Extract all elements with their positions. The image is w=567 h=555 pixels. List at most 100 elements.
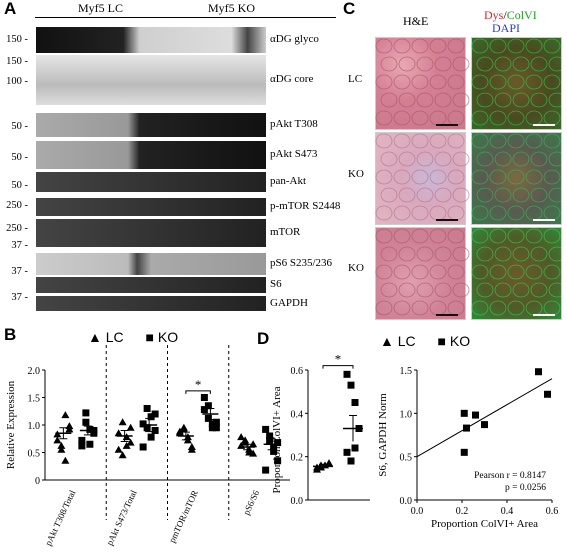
slash: /	[503, 8, 507, 22]
blot-row-label: S6	[270, 278, 282, 290]
fiber-outline	[380, 246, 398, 262]
fiber-outline	[525, 133, 543, 149]
blot-strip	[36, 113, 266, 137]
fiber-outline	[393, 169, 411, 185]
fiber-outline	[447, 133, 465, 149]
ko-point	[270, 447, 278, 455]
fiber-outline	[507, 264, 525, 280]
fiber-outline	[452, 56, 470, 72]
ko-point	[143, 405, 151, 412]
fiber-outline	[375, 74, 393, 90]
ko-point	[351, 399, 359, 406]
fiber-outline	[375, 110, 393, 126]
mw-marker: 150 -	[6, 56, 28, 67]
ko-point	[274, 457, 282, 465]
fiber-outline	[429, 300, 447, 316]
fiber-outline	[507, 169, 525, 185]
lc-point	[61, 456, 70, 464]
lc-point	[57, 445, 66, 453]
lc-point	[237, 433, 246, 441]
ko-point	[460, 448, 468, 456]
fiber-outline	[380, 187, 398, 203]
fiber-outline	[548, 92, 561, 108]
fiber-outline	[471, 300, 489, 316]
ko-point	[208, 420, 216, 428]
lc-point	[241, 436, 250, 444]
fiber-outline	[447, 110, 465, 126]
fiber-outline	[393, 133, 411, 149]
fiber-outline	[471, 38, 489, 54]
dys-label: Dys	[484, 8, 504, 22]
y-tick-label: 0.0	[291, 496, 304, 507]
blot-row-label: pS6 S235/236	[270, 257, 333, 269]
fiber-outline	[416, 246, 434, 262]
ko-point	[143, 424, 151, 432]
ihc-image-ko-1	[471, 132, 562, 225]
fiber-outline	[447, 38, 465, 54]
fiber-outline	[530, 56, 548, 72]
blot-row-label: p-mTOR S2448	[270, 200, 341, 212]
x-tick-label: pS6/S6	[241, 488, 261, 516]
significance-bracket	[185, 390, 211, 394]
fiber-outline	[429, 169, 447, 185]
fiber-outline	[429, 74, 447, 90]
y-tick-label: 1.0	[28, 421, 41, 432]
fiber-outline	[507, 110, 525, 126]
fiber-outline	[416, 151, 434, 167]
fiber-outline	[398, 282, 416, 298]
blot-strip	[36, 219, 266, 247]
fiber-outline	[507, 74, 525, 90]
ko-point	[262, 466, 270, 474]
blot-strip	[36, 277, 266, 293]
fiber-outline	[393, 300, 411, 316]
lc-point	[126, 423, 135, 431]
fiber-outline	[452, 187, 470, 203]
significance-bracket	[322, 365, 354, 369]
fiber-outline	[375, 205, 393, 221]
fiber-outline	[434, 187, 452, 203]
ko-point	[481, 421, 488, 429]
blot-strip	[36, 198, 266, 216]
lc-point	[179, 425, 188, 433]
fiber-outline	[530, 187, 548, 203]
fiber-outline	[429, 133, 447, 149]
fiber-outline	[375, 264, 393, 280]
fiber-outline	[434, 282, 452, 298]
y-tick-label: 0.5	[28, 449, 41, 460]
fiber-outline	[525, 264, 543, 280]
lc-point	[175, 427, 184, 435]
ko-point	[86, 425, 94, 433]
stain-header: Dys/ColVI DAPI	[484, 9, 537, 35]
lc-point	[61, 411, 70, 419]
fiber-outline	[398, 92, 416, 108]
y-tick-label: 0	[35, 476, 40, 487]
fiber-outline	[411, 74, 429, 90]
fiber-outline	[548, 56, 561, 72]
significance-star: *	[195, 377, 202, 392]
scale-bar	[533, 219, 555, 221]
ko-point	[463, 424, 470, 432]
lc-point	[114, 445, 123, 453]
y-tick-label: 0.6	[291, 366, 304, 377]
y-tick-label: 1.5	[28, 394, 41, 405]
fiber-outline	[494, 56, 512, 72]
blot-row-label: αDG core	[270, 73, 314, 85]
mw-marker: 37 -	[11, 292, 28, 303]
fiber-outline	[447, 264, 465, 280]
ihc-image-lc	[471, 37, 562, 130]
fiber-outline	[416, 92, 434, 108]
stats-annotation: p = 0.0256	[505, 483, 546, 493]
fiber-outline	[525, 74, 543, 90]
y-tick-label: 0.0	[400, 496, 413, 507]
fiber-outline	[543, 169, 561, 185]
fiber-outline	[543, 264, 561, 280]
x-tick-label: pAkt T308/Total	[43, 488, 78, 547]
panel-b-letter: B	[4, 325, 17, 344]
ko-point	[82, 418, 90, 426]
fiber-outline	[530, 151, 548, 167]
he-image-ko-2	[375, 227, 466, 320]
fiber-outline	[507, 38, 525, 54]
blot-strip	[36, 141, 266, 169]
fiber-outline	[429, 264, 447, 280]
group-ko-line	[158, 17, 336, 18]
